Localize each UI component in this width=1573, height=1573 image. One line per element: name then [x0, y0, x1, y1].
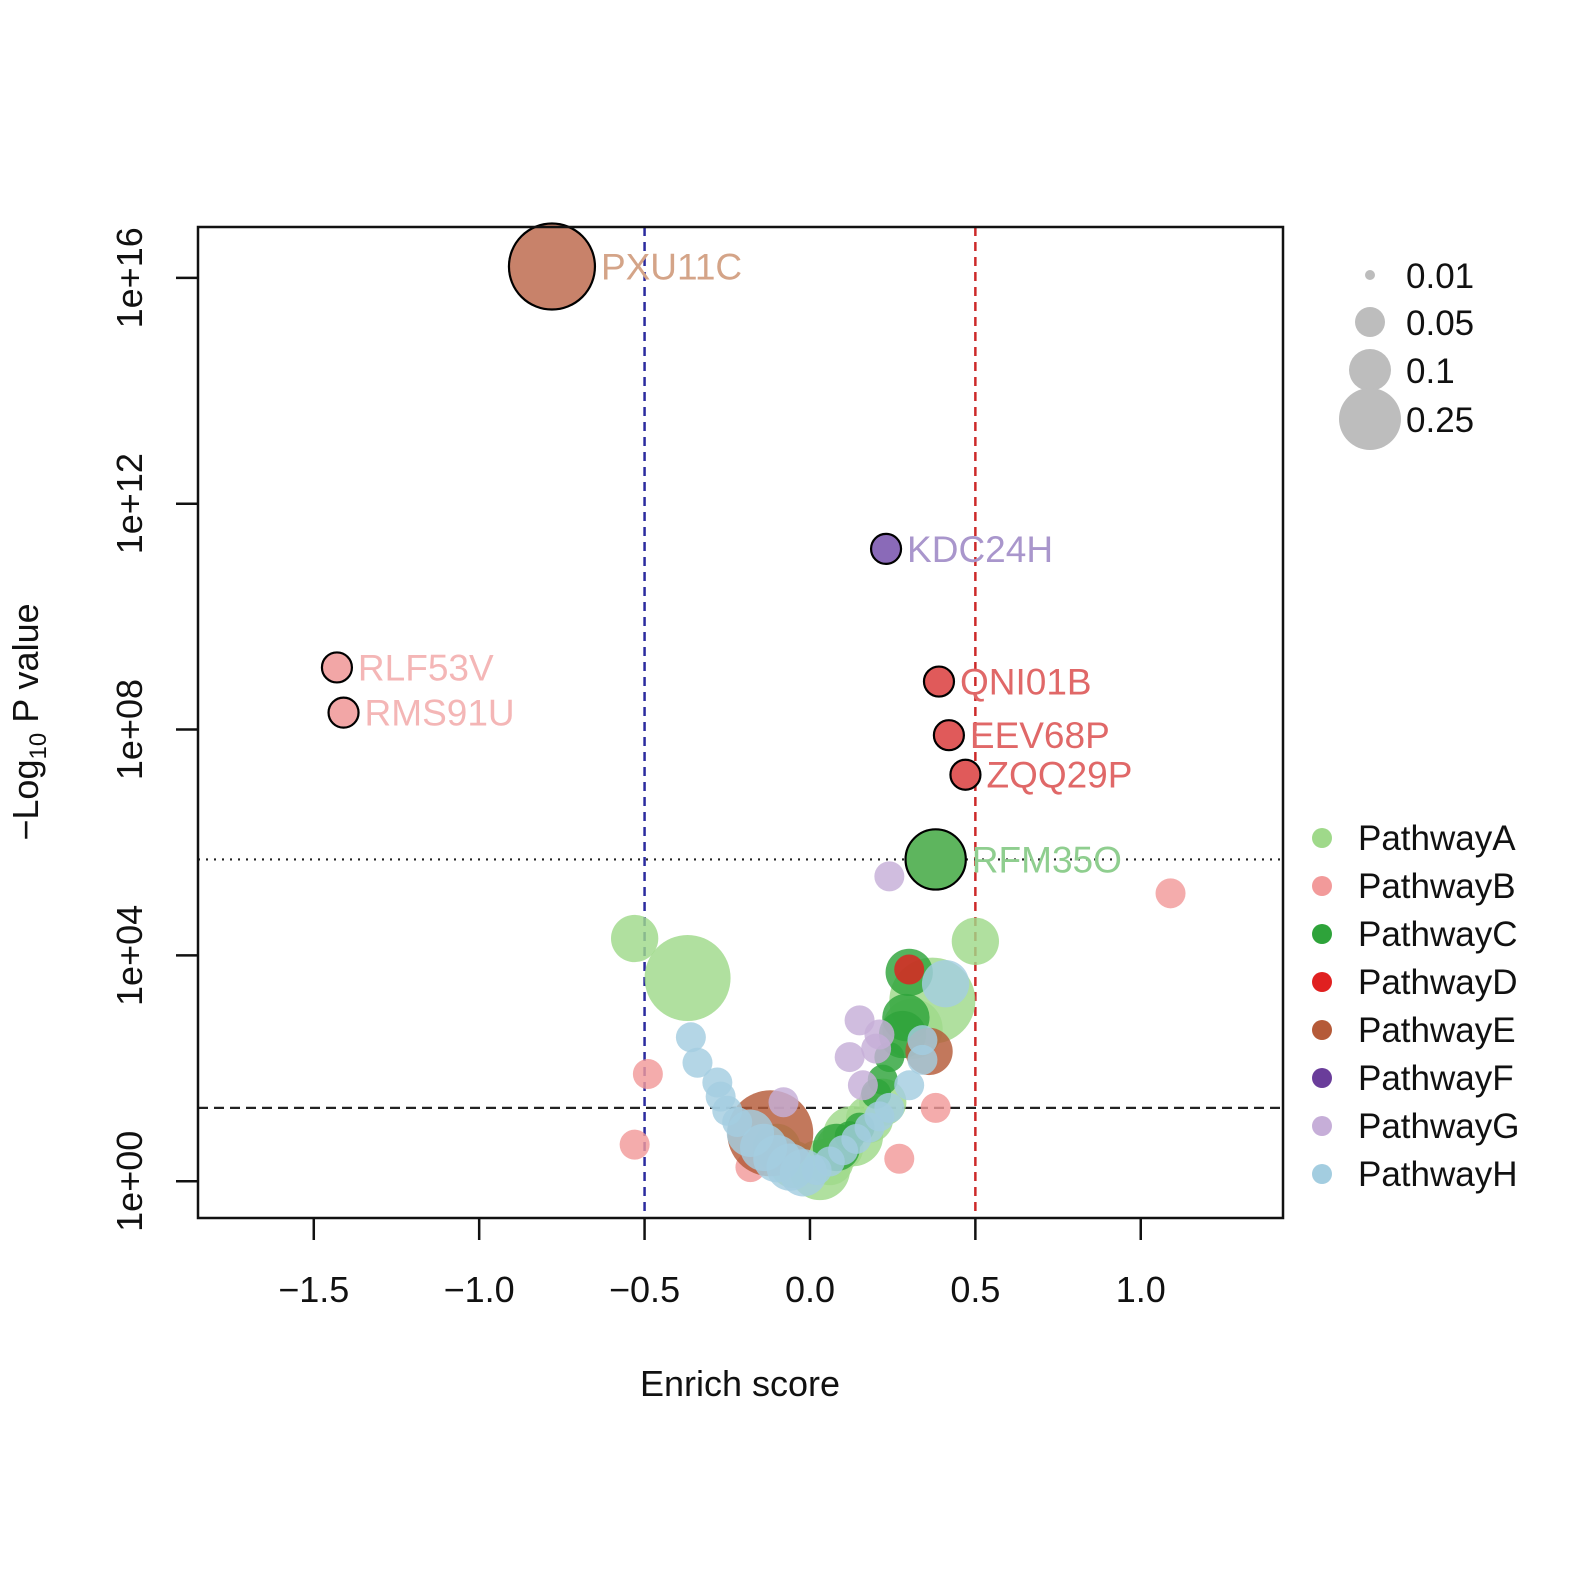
- size-legend-marker: [1349, 349, 1391, 391]
- data-point: [861, 1033, 892, 1064]
- data-point: [632, 1059, 663, 1090]
- point-label: QNI01B: [960, 662, 1092, 703]
- y-axis-title-subscript: 10: [25, 733, 52, 760]
- labeled-data-point: [932, 719, 965, 752]
- point-label: EEV68P: [970, 715, 1110, 756]
- size-legend-label: 0.1: [1406, 352, 1455, 391]
- data-point: [644, 935, 731, 1022]
- point-label: PXU11C: [601, 247, 742, 288]
- data-point: [951, 917, 1000, 965]
- y-axis-title: −Log10 P value: [5, 603, 52, 840]
- data-point: [874, 861, 905, 892]
- y-tick-label: 1e+00: [109, 1131, 150, 1232]
- data-point: [884, 1143, 915, 1174]
- pathway-legend-swatch: [1312, 924, 1332, 944]
- size-legend-label: 0.25: [1406, 401, 1474, 440]
- reference-lines: [198, 227, 1283, 1218]
- size-legend: 0.01 0.05 0.1 0.25: [1339, 257, 1474, 450]
- data-point: [920, 1092, 951, 1123]
- data-point: [847, 1070, 878, 1101]
- labeled-points-layer: PXU11C KDC24H RLF53V RMS91U QNI01B EEV68PZQQ2…: [320, 222, 1132, 891]
- y-tick-label: 1e+08: [109, 679, 150, 780]
- size-legend-marker: [1339, 388, 1401, 450]
- data-point: [675, 1022, 706, 1053]
- point-label: RMS91U: [365, 693, 515, 734]
- data-point: [894, 1070, 925, 1101]
- data-point: [682, 1047, 713, 1078]
- pathway-legend-swatch: [1312, 1116, 1332, 1136]
- pathway-legend-swatch: [1312, 1020, 1332, 1040]
- size-legend-label: 0.05: [1406, 304, 1474, 343]
- y-tick-label: 1e+16: [109, 227, 150, 328]
- pathway-legend-swatch: [1312, 876, 1332, 896]
- x-tick-label: −0.5: [609, 1269, 680, 1310]
- x-tick-label: −1.0: [444, 1269, 515, 1310]
- pathway-legend-label: PathwayH: [1358, 1155, 1518, 1194]
- pathway-legend-swatch: [1312, 972, 1332, 992]
- y-tick-label: 1e+04: [109, 905, 150, 1006]
- pathway-legend-label: PathwayD: [1358, 963, 1518, 1002]
- point-label: RFM35O: [972, 839, 1122, 880]
- data-point: [921, 960, 970, 1008]
- y-axis: 1e+00 1e+04 1e+08 1e+12 1e+16: [109, 227, 198, 1232]
- points-layer: [610, 861, 1186, 1201]
- x-tick-label: 0.0: [785, 1269, 835, 1310]
- point-label: RLF53V: [358, 647, 494, 688]
- data-point: [834, 1042, 865, 1073]
- size-legend-marker: [1365, 270, 1375, 280]
- y-axis-title-prefix: −Log: [5, 760, 46, 841]
- point-label: ZQQ29P: [986, 755, 1132, 796]
- labeled-data-point: [869, 532, 903, 565]
- data-point: [894, 954, 925, 985]
- x-tick-label: 1.0: [1116, 1269, 1166, 1310]
- size-legend-marker: [1355, 307, 1385, 337]
- plot-frame: [196, 225, 1285, 1220]
- pathway-legend-label: PathwayC: [1358, 915, 1518, 954]
- labeled-data-point: [507, 222, 597, 311]
- pathway-legend-label: PathwayA: [1358, 819, 1516, 858]
- pathway-legend-swatch: [1312, 1164, 1332, 1184]
- pathway-legend-swatch: [1312, 828, 1332, 848]
- x-tick-label: 0.5: [950, 1269, 1000, 1310]
- pathway-legend-label: PathwayF: [1358, 1059, 1514, 1098]
- x-axis-title: Enrich score: [640, 1363, 840, 1404]
- pathway-legend-label: PathwayE: [1358, 1011, 1516, 1050]
- data-point: [768, 1087, 799, 1118]
- x-axis: −1.5 −1.0 −0.5 0.0 0.5 1.0: [278, 1218, 1166, 1310]
- data-point: [907, 1044, 938, 1075]
- y-axis-title-suffix: P value: [5, 603, 46, 732]
- point-label: KDC24H: [907, 529, 1053, 570]
- pathway-legend-swatch: [1312, 1068, 1332, 1088]
- labeled-data-point: [320, 651, 354, 684]
- data-point: [610, 914, 659, 963]
- labeled-data-point: [922, 665, 956, 698]
- labeled-data-point: [904, 828, 967, 891]
- labeled-data-point: [327, 696, 360, 729]
- data-point: [864, 1101, 895, 1132]
- data-point: [1155, 878, 1186, 909]
- labeled-data-point: [949, 758, 982, 791]
- x-tick-label: −1.5: [278, 1269, 349, 1310]
- pathway-legend-label: PathwayG: [1358, 1107, 1519, 1146]
- pathway-legend: PathwayA PathwayB PathwayC PathwayD PathwayE…: [1312, 819, 1519, 1194]
- size-legend-label: 0.01: [1406, 257, 1474, 296]
- y-tick-label: 1e+12: [109, 453, 150, 554]
- data-point: [619, 1129, 650, 1160]
- pathway-legend-label: PathwayB: [1358, 867, 1516, 906]
